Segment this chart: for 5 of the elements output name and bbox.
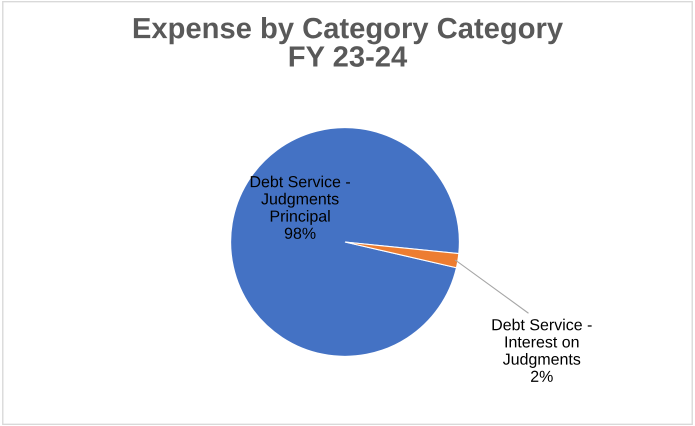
data-label: 98% xyxy=(284,228,316,239)
chart-title: Expense by Category Category FY 23-24 xyxy=(134,17,563,67)
slice-label: Debt Service - Interest on Judgments xyxy=(492,318,592,368)
data-label: 2% xyxy=(531,370,553,382)
slice-label: Debt Service - Judgments Principal xyxy=(250,176,350,225)
